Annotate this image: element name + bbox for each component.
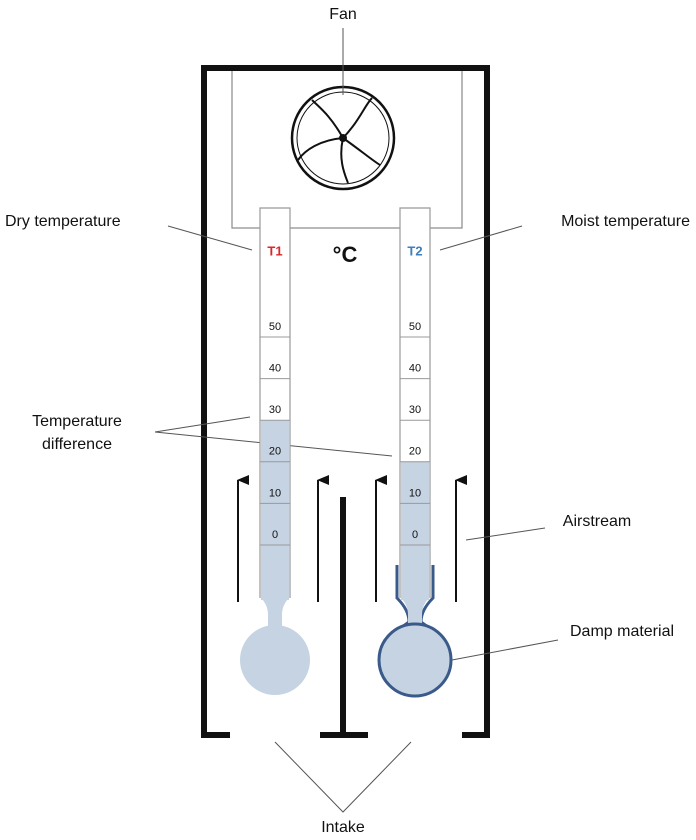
scale-label: 0 <box>412 529 418 541</box>
scale-label: 10 <box>269 487 281 499</box>
bulb <box>240 625 310 695</box>
bulb <box>377 622 453 698</box>
scale-label: 20 <box>269 446 281 458</box>
leader-lines <box>154 28 559 813</box>
mercury <box>261 420 289 600</box>
neck <box>261 598 289 630</box>
scale-label: 0 <box>272 529 278 541</box>
thermometer: T2 0 10 20 30 40 50 <box>377 207 453 698</box>
scale-label: 50 <box>269 321 281 333</box>
airstream-label: Airstream <box>563 513 631 530</box>
scale-label: 30 <box>269 404 281 416</box>
intake-label: Intake <box>321 819 365 836</box>
thermometer-name: T1 <box>267 243 282 258</box>
divider <box>320 497 368 738</box>
scale-label: 50 <box>409 321 421 333</box>
mercury <box>401 461 429 600</box>
airflow-arrows <box>237 475 467 602</box>
scale-label: 20 <box>409 446 421 458</box>
scale-label: 40 <box>409 363 421 375</box>
frame <box>201 65 490 738</box>
difference-label: Temperature <box>32 413 122 430</box>
scale-label: 30 <box>409 404 421 416</box>
fan <box>290 85 396 191</box>
neck <box>401 598 429 630</box>
thermometer-name: T2 <box>407 243 422 258</box>
thermometer: T1 0 10 20 30 40 50 <box>240 207 310 695</box>
fan-label: Fan <box>329 6 357 23</box>
damp-label: Damp material <box>570 623 674 640</box>
unit-label: °C <box>333 242 358 267</box>
scale-label: 40 <box>269 363 281 375</box>
difference-label: difference <box>42 436 112 453</box>
moist-label: Moist temperature <box>561 213 690 230</box>
scale-label: 10 <box>409 487 421 499</box>
dry-label: Dry temperature <box>5 213 121 230</box>
